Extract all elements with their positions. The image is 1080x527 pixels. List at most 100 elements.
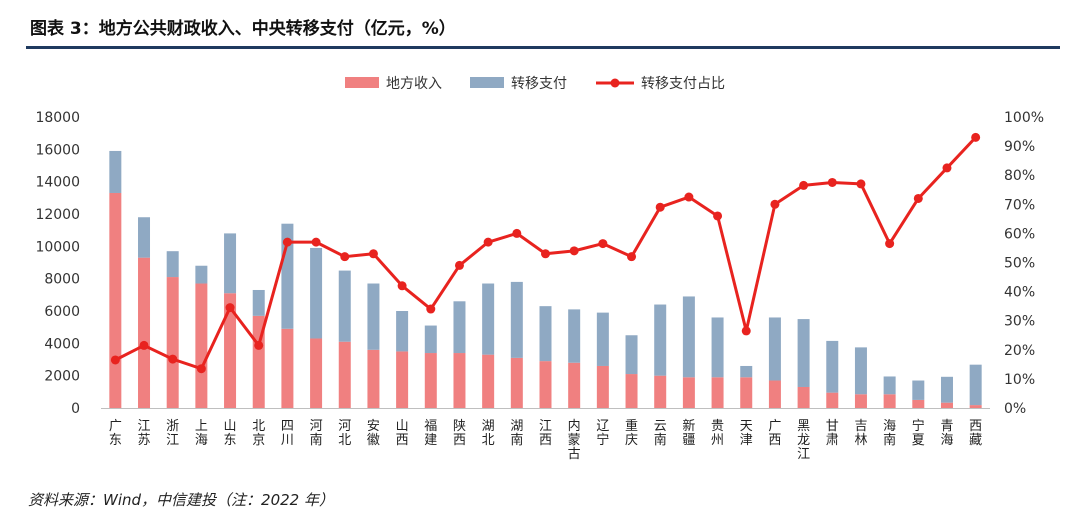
- y-left-tick-label: 10000: [35, 239, 80, 255]
- y-right-tick-label: 20%: [1004, 343, 1035, 359]
- bar-local-revenue: [310, 338, 323, 408]
- bar-transfer-payment: [539, 306, 552, 362]
- bar-local-revenue: [166, 277, 179, 408]
- y-right-tick-label: 100%: [1004, 110, 1044, 126]
- x-category-label: 江苏: [138, 419, 151, 448]
- x-category-label: 西藏: [969, 419, 982, 448]
- bar-local-revenue: [854, 394, 867, 408]
- bar-local-revenue: [195, 283, 208, 408]
- legend-label-transfer: 转移支付: [511, 76, 567, 92]
- ratio-point: [569, 246, 579, 256]
- bar-local-revenue: [969, 405, 982, 408]
- x-category-label: 宁夏: [912, 418, 925, 448]
- bar-local-revenue: [797, 386, 810, 408]
- legend-label-local: 地方收入: [386, 76, 442, 92]
- y-right-tick-label: 70%: [1004, 197, 1035, 213]
- bar-local-revenue: [482, 354, 495, 408]
- y-left-tick-label: 16000: [35, 142, 80, 158]
- x-category-label: 甘肃: [826, 419, 839, 448]
- y-left-tick-label: 6000: [44, 304, 80, 320]
- bar-transfer-payment: [453, 301, 466, 354]
- y-left-tick-label: 12000: [35, 207, 80, 223]
- ratio-point: [885, 239, 895, 249]
- bar-transfer-payment: [510, 281, 523, 358]
- chart-title: 图表 3：地方公共财政收入、中央转移支付（亿元，%）: [30, 19, 456, 39]
- bar-transfer-payment: [826, 340, 839, 393]
- bar-transfer-payment: [424, 325, 437, 354]
- ratio-point: [713, 211, 723, 221]
- y-right-tick-label: 40%: [1004, 285, 1035, 301]
- ratio-point: [139, 340, 149, 350]
- x-category-label: 河北: [338, 419, 351, 448]
- y-right-tick-label: 90%: [1004, 139, 1035, 155]
- ratio-point: [483, 237, 493, 247]
- ratio-point: [254, 340, 264, 350]
- ratio-point: [311, 237, 321, 247]
- x-category-label: 山东: [224, 419, 237, 448]
- y-right-tick-label: 50%: [1004, 256, 1035, 272]
- legend-label-ratio: 转移支付占比: [641, 76, 725, 92]
- bar-local-revenue: [510, 357, 523, 408]
- x-category-label: 广东: [109, 419, 122, 448]
- y-left-tick-label: 8000: [44, 272, 80, 288]
- x-category-label: 云南: [654, 419, 667, 448]
- ratio-point: [770, 199, 780, 209]
- bar-transfer-payment: [252, 289, 265, 316]
- ratio-point: [168, 354, 178, 364]
- ratio-point: [971, 132, 981, 142]
- ratio-point: [827, 177, 837, 187]
- bar-transfer-payment: [711, 317, 724, 378]
- bar-local-revenue: [367, 349, 380, 408]
- y-right-tick-label: 30%: [1004, 314, 1035, 330]
- ratio-point: [340, 252, 350, 262]
- x-category-label: 黑龙江: [797, 419, 810, 462]
- ratio-point: [856, 179, 866, 189]
- bar-transfer-payment: [596, 312, 609, 366]
- x-category-label: 山西: [396, 419, 409, 448]
- bar-local-revenue: [596, 365, 609, 408]
- ratio-point: [942, 163, 952, 173]
- x-category-label: 辽宁: [596, 419, 609, 448]
- title-rule: [26, 46, 1060, 49]
- bar-local-revenue: [768, 380, 781, 408]
- bar-local-revenue: [109, 192, 122, 408]
- y-right-tick-label: 80%: [1004, 168, 1035, 184]
- ratio-point: [913, 193, 923, 203]
- bar-transfer-payment: [482, 283, 495, 355]
- bar-transfer-payment: [854, 347, 867, 395]
- x-category-label: 河南: [310, 419, 323, 448]
- bar-transfer-payment: [625, 335, 638, 375]
- ratio-point: [741, 326, 751, 336]
- bar-local-revenue: [281, 328, 294, 408]
- x-category-label: 安徽: [367, 419, 380, 448]
- ratio-point: [541, 249, 550, 259]
- bar-local-revenue: [338, 341, 351, 408]
- bar-transfer-payment: [396, 311, 409, 352]
- ratio-point: [110, 355, 120, 365]
- x-category-label: 吉林: [854, 419, 867, 448]
- bar-local-revenue: [539, 361, 552, 408]
- ratio-point: [684, 192, 694, 202]
- legend-swatch-ratio-point: [610, 78, 620, 88]
- bar-transfer-payment: [883, 376, 896, 395]
- ratio-point: [512, 228, 522, 238]
- bar-local-revenue: [740, 377, 753, 408]
- bar-transfer-payment: [310, 247, 323, 339]
- bar-transfer-payment: [654, 304, 667, 376]
- ratio-point: [598, 239, 608, 249]
- bar-local-revenue: [453, 353, 466, 408]
- y-right-tick-label: 10%: [1004, 372, 1035, 388]
- x-category-label: 重庆: [625, 418, 638, 448]
- bar-local-revenue: [912, 399, 925, 408]
- bar-transfer-payment: [912, 380, 925, 400]
- x-category-label: 贵州: [711, 419, 724, 448]
- x-category-label: 内蒙古: [568, 418, 581, 462]
- bar-transfer-payment: [768, 317, 781, 381]
- x-category-label: 陕西: [453, 419, 466, 448]
- ratio-point: [655, 202, 665, 212]
- bar-transfer-payment: [940, 376, 953, 403]
- ratio-point: [454, 260, 464, 270]
- bar-local-revenue: [826, 392, 839, 408]
- y-left-tick-label: 4000: [44, 336, 80, 352]
- bar-local-revenue: [654, 375, 667, 408]
